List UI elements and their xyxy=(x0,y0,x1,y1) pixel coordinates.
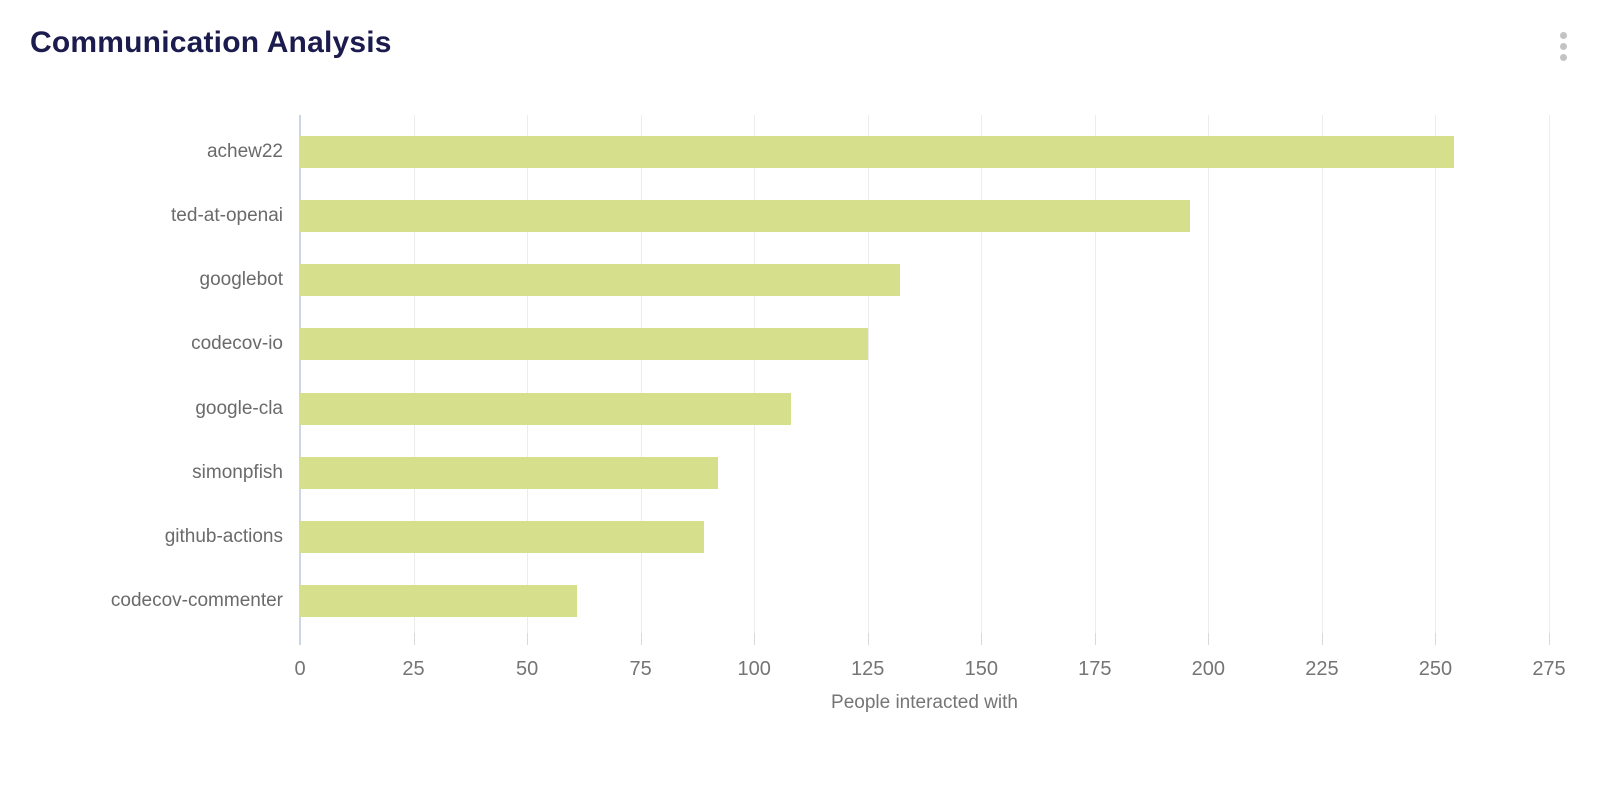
zero-gridline xyxy=(299,115,301,633)
chart-row xyxy=(300,312,1549,376)
x-axis-tick-label: 200 xyxy=(1191,658,1226,680)
plot-area xyxy=(299,115,1550,645)
chart-row xyxy=(300,505,1549,569)
x-axis-tick-label: 150 xyxy=(964,658,998,680)
kebab-dot-icon xyxy=(1559,54,1567,61)
axis-tick-mark xyxy=(1094,633,1096,645)
y-axis-labels: achew22 ted-at-openai googlebot codecov-io g… xyxy=(0,120,283,633)
x-axis-tick-label: 250 xyxy=(1418,658,1453,680)
axis-tick-mark xyxy=(1549,633,1550,645)
bar-codecov-io[interactable] xyxy=(300,328,868,361)
x-axis-tick-label: 50 xyxy=(515,658,539,680)
bar-achew22[interactable] xyxy=(300,136,1454,169)
gridline xyxy=(981,115,983,633)
gridline xyxy=(754,115,756,633)
axis-tick-mark xyxy=(413,633,415,645)
chart-row xyxy=(300,248,1549,312)
y-axis-label: googlebot xyxy=(199,269,283,291)
gridline xyxy=(1094,115,1096,633)
bar-codecov-commenter[interactable] xyxy=(300,584,578,617)
y-axis-label: simonpfish xyxy=(192,461,283,483)
bar-google-cla[interactable] xyxy=(300,392,791,425)
axis-tick-mark xyxy=(981,633,983,645)
gridline xyxy=(1435,115,1437,633)
x-axis-tick-label: 0 xyxy=(294,658,306,680)
y-axis-label: google-cla xyxy=(195,397,283,419)
gridline xyxy=(867,115,869,633)
bar-ted-at-openai[interactable] xyxy=(300,200,1191,233)
x-axis-tick-label: 125 xyxy=(851,658,885,680)
y-axis-label: ted-at-openai xyxy=(171,205,283,227)
kebab-dot-icon xyxy=(1559,43,1567,50)
kebab-dot-icon xyxy=(1559,32,1567,39)
chart-row xyxy=(300,120,1549,184)
gridline xyxy=(1321,115,1323,633)
axis-tick-mark xyxy=(867,633,869,645)
bar-simonpfish[interactable] xyxy=(300,456,718,489)
axis-tick-mark xyxy=(754,633,756,645)
x-axis-title: People interacted with xyxy=(831,692,1018,713)
gridline xyxy=(413,115,415,633)
x-axis-tick-label: 100 xyxy=(737,658,771,680)
bar-github-actions[interactable] xyxy=(300,520,705,553)
gridline xyxy=(1549,115,1550,633)
y-axis-label: codecov-io xyxy=(191,333,283,355)
axis-tick-mark xyxy=(527,633,529,645)
kebab-menu-button[interactable] xyxy=(1554,30,1572,63)
y-axis-label: achew22 xyxy=(206,141,283,163)
chart-row xyxy=(300,184,1549,248)
axis-tick-mark xyxy=(640,633,642,645)
y-axis-label: github-actions xyxy=(164,525,283,547)
chart-row xyxy=(300,569,1549,633)
axis-tick-mark xyxy=(1208,633,1210,645)
gridline xyxy=(1208,115,1210,633)
chart-row xyxy=(300,441,1549,505)
x-axis-tick-label: 225 xyxy=(1305,658,1339,680)
bar-rows xyxy=(300,120,1549,633)
bar-googlebot[interactable] xyxy=(300,264,900,297)
chart-row xyxy=(300,377,1549,441)
y-axis-label: codecov-commenter xyxy=(110,589,283,611)
x-axis-tick-labels: 0 25 50 75 100 125 150 175 200 225 250 275 xyxy=(294,658,1565,686)
gridline xyxy=(527,115,529,633)
x-axis-tick-label: 275 xyxy=(1532,658,1566,680)
x-axis-tick-label: 175 xyxy=(1078,658,1112,680)
axis-tick-mark xyxy=(1321,633,1323,645)
x-axis-tick-label: 75 xyxy=(629,658,652,680)
chart-title: Communication Analysis xyxy=(30,26,392,59)
axis-tick-mark xyxy=(299,633,301,645)
axis-tick-mark xyxy=(1435,633,1437,645)
x-axis-tick-label: 25 xyxy=(402,658,425,680)
gridline xyxy=(640,115,642,633)
